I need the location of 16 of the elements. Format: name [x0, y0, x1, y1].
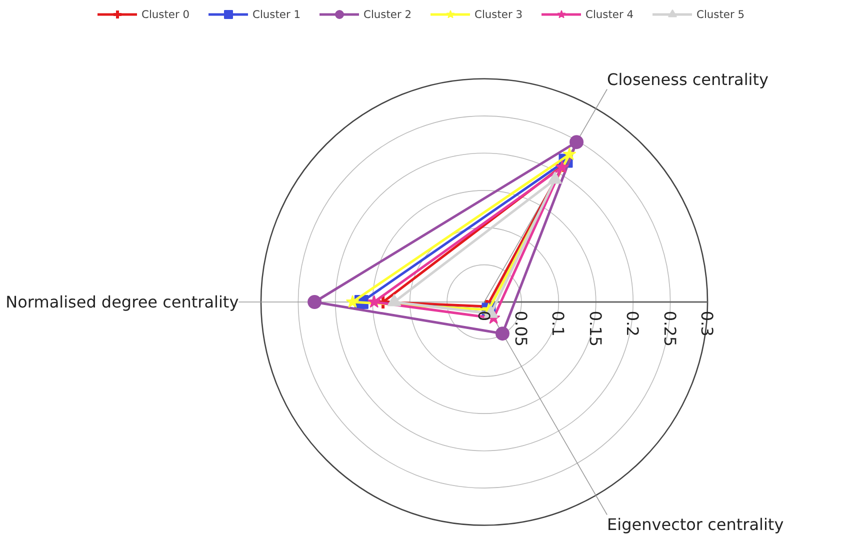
y-tick-label: 0 — [474, 310, 494, 322]
y-tick-label: 0.3 — [698, 310, 717, 336]
spoke-label: Closeness centrality — [607, 70, 768, 90]
y-tick-label: 0.05 — [511, 310, 530, 347]
spoke-label: Eigenvector centrality — [607, 514, 784, 534]
legend-label: Cluster 5 — [696, 8, 744, 20]
y-tick-label: 0.1 — [548, 310, 568, 336]
spoke-label: Normalised degree centrality — [6, 292, 239, 312]
legend-label: Cluster 3 — [474, 8, 522, 20]
legend-label: Cluster 1 — [252, 8, 300, 20]
legend-label: Cluster 2 — [364, 8, 412, 20]
y-tick-label: 0.25 — [660, 310, 680, 347]
y-tick-label: 0.2 — [623, 310, 642, 336]
y-tick-label: 0.15 — [586, 310, 605, 347]
legend-label: Cluster 0 — [142, 8, 190, 20]
legend-label: Cluster 4 — [586, 8, 634, 20]
